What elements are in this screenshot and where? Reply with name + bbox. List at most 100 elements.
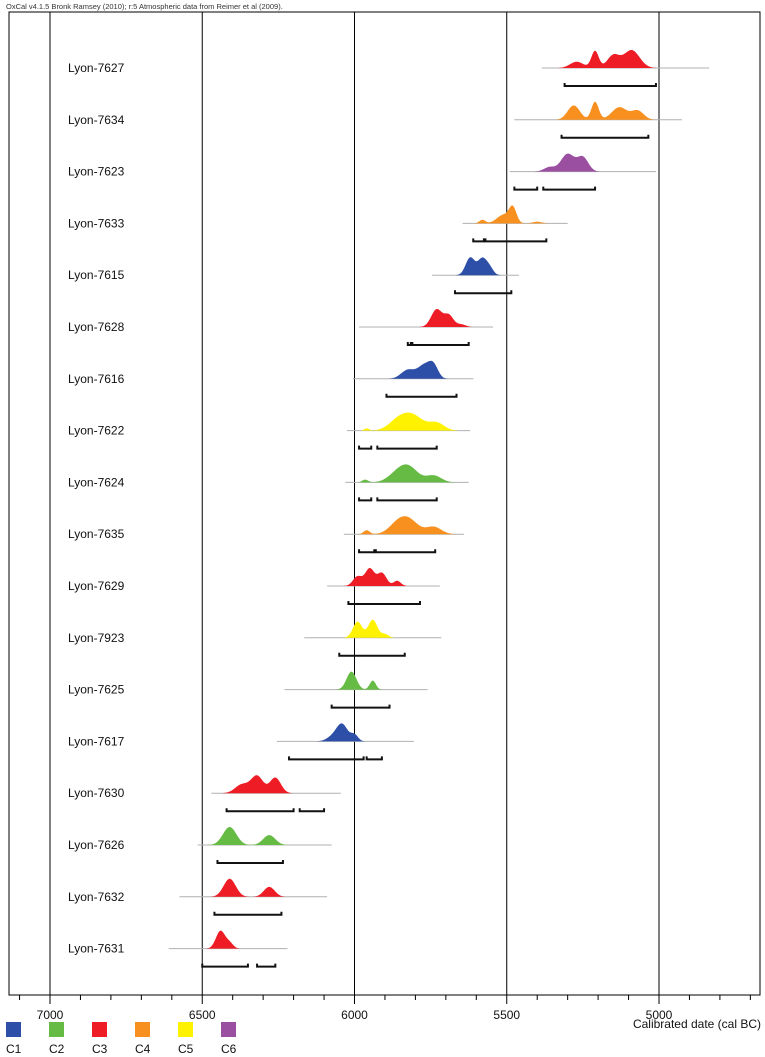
hpd-range-bracket (358, 549, 376, 554)
hpd-range-bracket (376, 497, 438, 502)
hpd-range-bracket (385, 393, 458, 398)
sample-row-lyon-7923: Lyon-7923 (68, 619, 442, 657)
hpd-range-bracket (484, 238, 548, 243)
legend-swatch (178, 1022, 193, 1037)
sample-row-lyon-7634: Lyon-7634 (68, 101, 682, 139)
hpd-range-bracket (374, 549, 437, 554)
x-tick-label-7000: 7000 (37, 1008, 64, 1022)
probability-distribution (365, 309, 487, 327)
sample-row-lyon-7632: Lyon-7632 (68, 878, 328, 916)
legend-swatch (221, 1022, 236, 1037)
sample-row-lyon-7631: Lyon-7631 (68, 930, 288, 968)
group-legend: C1 C2 C3 C4 C5 C6 (0, 1022, 300, 1056)
sample-label: Lyon-7630 (68, 786, 125, 800)
hpd-range-bracket (358, 445, 373, 450)
calibration-chart: Lyon-7627 Lyon-7634 Lyon-7623 Lyon-7633 Lyon… (8, 11, 761, 1022)
probability-distribution (333, 568, 434, 586)
hpd-range-bracket (358, 497, 373, 502)
hpd-range-bracket (513, 186, 539, 191)
probability-distribution (438, 257, 513, 276)
hpd-range-bracket (411, 342, 470, 346)
sample-row-lyon-7635: Lyon-7635 (68, 516, 465, 554)
sample-label: Lyon-7923 (68, 631, 125, 645)
hpd-range-bracket (472, 238, 485, 243)
hpd-range-bracket (563, 83, 657, 87)
sample-label: Lyon-7615 (68, 268, 125, 282)
x-tick-label-6000: 6000 (341, 1008, 368, 1022)
sample-label: Lyon-7635 (68, 527, 125, 541)
probability-distribution (515, 153, 650, 172)
probability-distribution (520, 101, 676, 120)
legend-item-c3: C3 (86, 1022, 116, 1056)
sample-label: Lyon-7631 (68, 942, 125, 956)
probability-distribution (217, 775, 335, 794)
hpd-range-bracket (298, 808, 326, 813)
sample-label: Lyon-7625 (68, 683, 125, 697)
legend-swatch (49, 1022, 64, 1037)
probability-distribution (282, 723, 408, 742)
sample-label: Lyon-7623 (68, 165, 125, 179)
hpd-range-bracket (453, 290, 513, 295)
sample-row-lyon-7615: Lyon-7615 (68, 257, 519, 295)
hpd-range-bracket (213, 911, 283, 916)
probability-distribution (351, 464, 463, 483)
sample-label: Lyon-7622 (68, 424, 125, 438)
legend-item-c1: C1 (0, 1022, 30, 1056)
legend-item-c5: C5 (172, 1022, 202, 1056)
sample-row-lyon-7623: Lyon-7623 (68, 153, 656, 191)
sample-label: Lyon-7617 (68, 734, 125, 748)
plot-border (8, 11, 761, 996)
legend-label: C3 (92, 1042, 108, 1056)
probability-distribution (290, 671, 422, 690)
legend-item-c2: C2 (43, 1022, 73, 1056)
legend-swatch (135, 1022, 150, 1037)
software-credit: OxCal v4.1.5 Bronk Ramsey (2010); r:5 At… (6, 2, 283, 11)
legend-item-c4: C4 (129, 1022, 159, 1056)
probability-distribution (185, 878, 322, 897)
hpd-range-bracket (256, 963, 277, 968)
x-tick-label-6500: 6500 (189, 1008, 216, 1022)
probability-distribution (547, 50, 704, 68)
x-axis-title: Calibrated date (cal BC) (632, 1017, 761, 1031)
legend-label: C1 (6, 1042, 22, 1056)
hpd-range-bracket (560, 134, 650, 139)
hpd-range-bracket (288, 756, 365, 761)
legend-label: C6 (221, 1042, 237, 1056)
sample-label: Lyon-7628 (68, 320, 125, 334)
hpd-range-bracket (406, 342, 412, 346)
gridlines (49, 12, 660, 995)
hpd-range-bracket (365, 756, 383, 761)
hpd-range-bracket (201, 963, 249, 968)
sample-label: Lyon-7629 (68, 579, 125, 593)
sample-row-lyon-7616: Lyon-7616 (68, 360, 474, 398)
legend-item-c6: C6 (215, 1022, 245, 1056)
hpd-range-bracket (347, 601, 421, 605)
sample-label: Lyon-7627 (68, 61, 125, 75)
probability-distribution (174, 930, 282, 949)
sample-row-lyon-7627: Lyon-7627 (68, 50, 710, 87)
sample-label: Lyon-7626 (68, 838, 125, 852)
sample-label: Lyon-7632 (68, 890, 125, 904)
legend-label: C4 (135, 1042, 151, 1056)
sample-label: Lyon-7624 (68, 475, 125, 489)
probability-distribution (359, 360, 468, 379)
x-tick-label-5500: 5500 (493, 1008, 520, 1022)
sample-row-lyon-7626: Lyon-7626 (68, 827, 332, 864)
legend-label: C2 (49, 1042, 65, 1056)
sample-row-lyon-7630: Lyon-7630 (68, 775, 341, 813)
hpd-range-bracket (338, 652, 406, 657)
legend-swatch (6, 1022, 21, 1037)
probability-distribution (203, 827, 326, 845)
sample-row-lyon-7633: Lyon-7633 (68, 205, 568, 243)
probability-distribution (310, 619, 436, 638)
probability-distribution (352, 412, 465, 431)
sample-label: Lyon-7633 (68, 216, 125, 230)
hpd-range-bracket (216, 860, 284, 864)
hpd-range-bracket (542, 186, 597, 191)
sample-row-lyon-7629: Lyon-7629 (68, 568, 440, 605)
sample-row-lyon-7628: Lyon-7628 (68, 309, 494, 346)
x-axis: 7000 6500 6000 5500 5000 (19, 995, 751, 1022)
sample-row-lyon-7625: Lyon-7625 (68, 671, 428, 709)
sample-label: Lyon-7634 (68, 113, 125, 127)
sample-label: Lyon-7616 (68, 372, 125, 386)
